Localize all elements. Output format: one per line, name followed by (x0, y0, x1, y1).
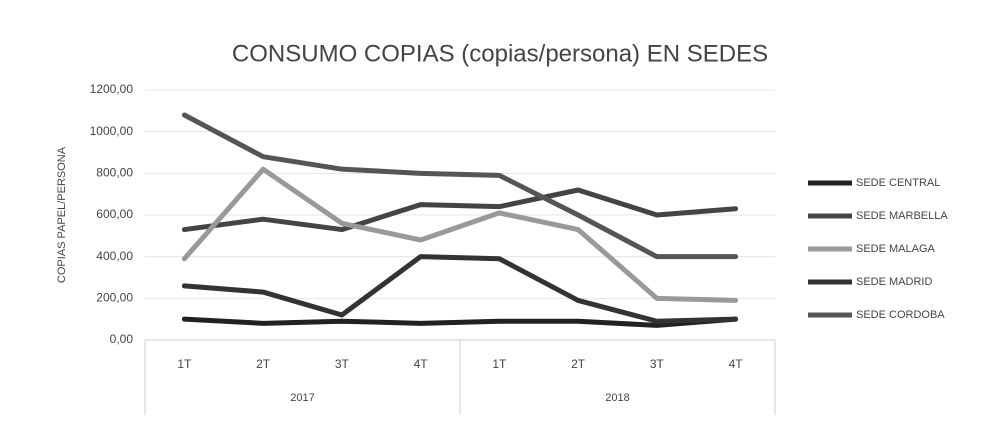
x-tick-label: 3T (650, 357, 665, 371)
y-tick-label: 0,00 (110, 332, 134, 346)
y-tick-label: 400,00 (96, 249, 133, 263)
legend-label: SEDE MALAGA (856, 243, 936, 255)
x-tick-label: 1T (492, 357, 507, 371)
legend-label: SEDE CORDOBA (856, 309, 945, 321)
x-tick-label: 1T (177, 357, 192, 371)
x-tick-label: 4T (729, 357, 744, 371)
y-tick-label: 1200,00 (90, 82, 134, 96)
group-label: 2017 (290, 392, 314, 404)
y-tick-label: 600,00 (96, 207, 133, 221)
group-label: 2018 (605, 392, 629, 404)
y-tick-label: 1000,00 (90, 124, 134, 138)
x-tick-label: 4T (414, 357, 429, 371)
legend-label: SEDE MADRID (856, 276, 932, 288)
series-line (181, 254, 739, 324)
y-tick-label: 800,00 (96, 166, 133, 180)
y-tick-label: 200,00 (96, 291, 133, 305)
series-line (181, 187, 739, 233)
legend-label: SEDE CENTRAL (856, 177, 940, 189)
series-line (181, 112, 739, 260)
legend-label: SEDE MARBELLA (856, 210, 948, 222)
y-axis-label: COPIAS PAPEL/PERSONA (56, 146, 68, 283)
x-tick-label: 3T (335, 357, 350, 371)
x-tick-label: 2T (256, 357, 271, 371)
chart-title: CONSUMO COPIAS (copias/persona) EN SEDES (232, 40, 768, 67)
series-line (181, 316, 739, 328)
series-line (181, 166, 739, 303)
x-tick-label: 2T (571, 357, 586, 371)
